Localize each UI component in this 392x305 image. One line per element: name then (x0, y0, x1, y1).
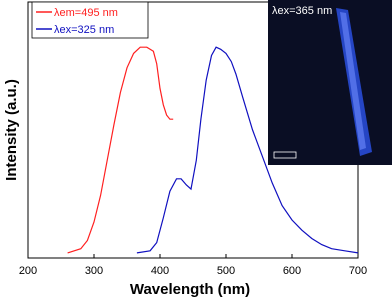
inset-background (268, 0, 392, 165)
legend-box (31, 1, 149, 39)
y-axis-label: Intensity (a.u.) (3, 79, 20, 181)
x-tick-label: 200 (19, 265, 37, 277)
scale-bar (273, 151, 297, 159)
x-axis-label: Wavelength (nm) (130, 281, 250, 298)
x-tick-label: 700 (349, 265, 367, 277)
legend-label: λex=325 nm (54, 24, 114, 36)
legend-label: λem=495 nm (54, 7, 118, 19)
series-line (67, 46, 174, 254)
x-tick-label: 500 (217, 265, 235, 277)
inset-label: λex=365 nm (272, 5, 332, 17)
inset-rod-highlight (340, 12, 366, 150)
x-tick-label: 600 (283, 265, 301, 277)
series-line (136, 46, 359, 254)
inset-image: λex=365 nm (268, 0, 392, 165)
x-tick-label: 300 (85, 265, 103, 277)
x-tick-label: 400 (151, 265, 169, 277)
